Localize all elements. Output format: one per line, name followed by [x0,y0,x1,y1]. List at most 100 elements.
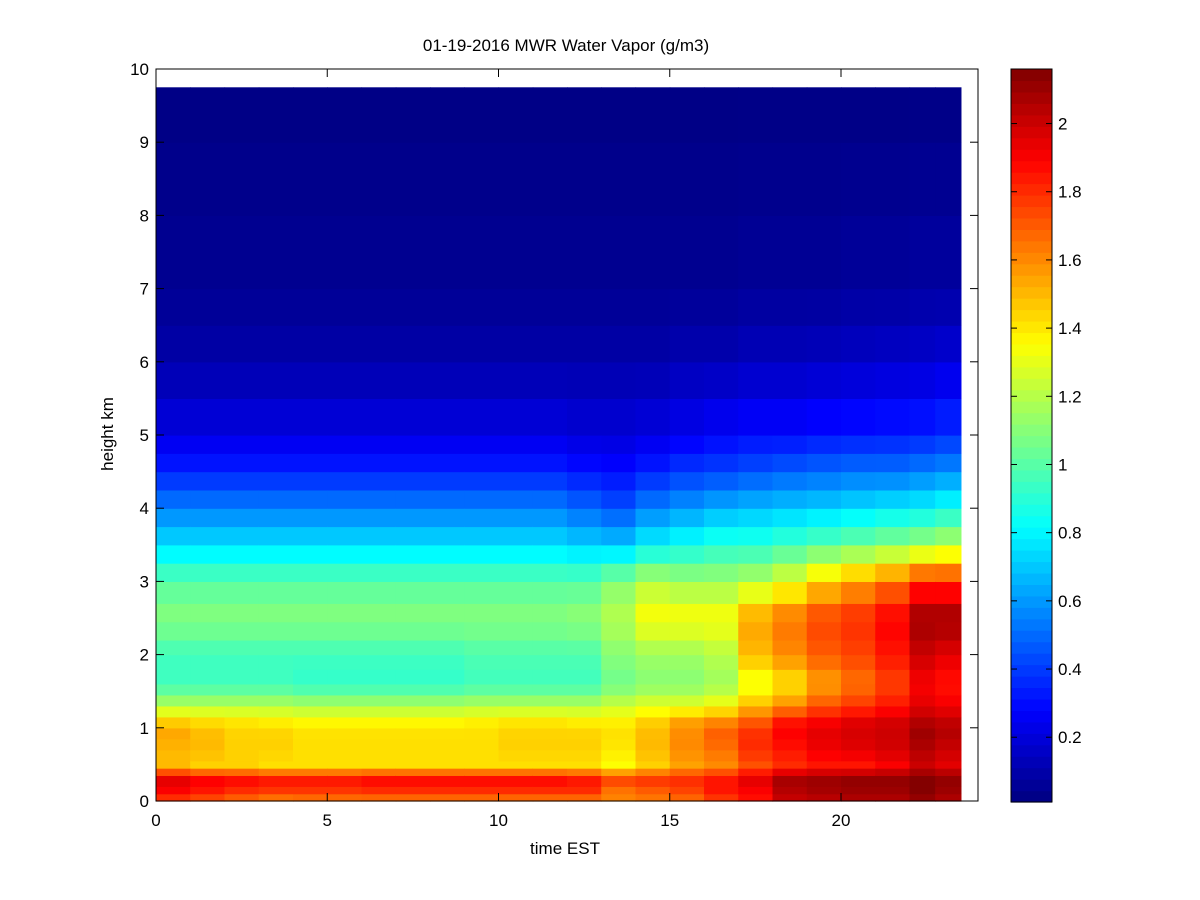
heatmap-cell [669,603,705,623]
heatmap-cell [327,398,363,436]
heatmap-cell [738,581,774,604]
heatmap-cell [635,288,671,326]
heatmap-cell [190,727,226,740]
heatmap-cell [909,738,936,751]
heatmap-cell [772,621,808,641]
heatmap-cell [635,398,671,436]
heatmap-cell [190,544,226,564]
heatmap-cell [935,526,962,546]
heatmap-cell [532,786,568,795]
heatmap-cell [635,603,671,623]
heatmap-cell [156,453,191,473]
heatmap-cell [361,793,397,802]
heatmap-cell [293,749,328,762]
heatmap-cell [498,639,534,656]
heatmap-cell [258,793,294,802]
heatmap-cell [293,142,328,216]
heatmap-cell [935,760,962,769]
heatmap-cell [190,526,226,546]
colorbar-band [1011,767,1052,780]
heatmap-cell [875,526,911,546]
heatmap-cell [669,669,705,685]
heatmap-cell [498,669,534,685]
heatmap-cell [806,489,842,509]
heatmap-cell [704,621,739,641]
heatmap-cell [430,669,465,685]
heatmap-cell [841,142,876,216]
heatmap-cell [361,786,397,795]
heatmap-cell [293,738,328,751]
heatmap-cell [567,453,602,473]
heatmap-cell [224,749,260,762]
heatmap-cell [841,544,876,564]
heatmap-cell [772,639,808,656]
heatmap-cell [935,738,962,751]
heatmap-cell [841,453,876,473]
heatmap-cell [156,142,191,216]
heatmap-cell [395,87,431,143]
heatmap-cell [635,508,671,528]
heatmap-cell [395,727,431,740]
colorbar-tick-label: 1.4 [1058,319,1082,338]
heatmap-cell [772,694,808,707]
heatmap-cell [601,581,637,604]
heatmap-cell [224,727,260,740]
heatmap-cell [567,793,602,802]
heatmap-cell [395,716,431,729]
heatmap-cell [772,768,808,776]
heatmap-cell [464,669,500,685]
heatmap-cell [156,768,191,776]
heatmap-cell [601,526,637,546]
heatmap-cell [669,639,705,656]
heatmap-cell [258,544,294,564]
heatmap-cell [156,705,191,718]
heatmap-cell [532,288,568,326]
heatmap-cell [532,563,568,582]
heatmap-cell [258,760,294,769]
colorbar-band [1011,126,1052,139]
heatmap-cell [190,325,226,363]
heatmap-cell [190,361,226,399]
heatmap-cell [635,775,671,787]
heatmap-cell [601,727,637,740]
heatmap-cell [935,435,962,454]
heatmap-cell [361,215,397,290]
heatmap-cell [498,738,534,751]
colorbar-band [1011,194,1052,208]
heatmap-cell [841,705,876,718]
heatmap-cell [772,526,808,546]
heatmap-cell [327,526,363,546]
heatmap-cell [567,716,602,729]
heatmap-cell [635,760,671,769]
x-axis-ticks: 0 5 10 15 20 [151,69,850,830]
heatmap-cell [567,325,602,363]
heatmap-cell [601,435,637,454]
y-tick-label: 5 [140,426,149,445]
heatmap-cell [875,760,911,769]
heatmap-cell [704,471,739,491]
heatmap-cell [258,768,294,776]
heatmap-cell [498,694,534,707]
colorbar-tick-label: 2 [1058,115,1067,134]
heatmap-cell [567,361,602,399]
heatmap-cell [806,786,842,795]
heatmap-cell [669,215,705,290]
heatmap-cell [841,669,876,685]
heatmap-cell [361,526,397,546]
heatmap-cell [935,581,962,604]
heatmap-cell [395,786,431,795]
heatmap-cell [806,760,842,769]
colorbar-band [1011,550,1052,563]
heatmap-cell [190,705,226,718]
heatmap-cell [772,471,808,491]
heatmap-cell [327,694,363,707]
colorbar-band [1011,458,1052,471]
heatmap-cell [935,398,962,436]
heatmap-cell [224,760,260,769]
heatmap-cell [841,435,876,454]
colorbar-ticks: 0.2 0.4 0.6 0.8 1 1.2 1.4 1.6 1.8 2 [1011,115,1082,747]
heatmap-cell [909,694,936,707]
heatmap-cell [935,768,962,776]
heatmap-cell [224,775,260,787]
heatmap-cell [258,786,294,795]
